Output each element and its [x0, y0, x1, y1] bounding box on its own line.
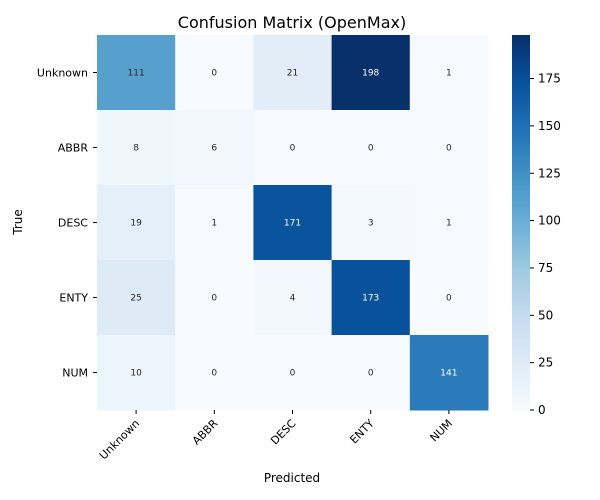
cell-value-label: 198	[362, 69, 379, 79]
y-tick-labels: Unknown ABBR DESC ENTY NUM	[37, 67, 97, 380]
heatmap-cell	[409, 110, 489, 186]
chart-title: Confusion Matrix (OpenMax)	[178, 13, 406, 32]
colorbar-tick-label: 75	[538, 261, 553, 275]
colorbar-bar	[512, 35, 530, 410]
heatmap-cell	[97, 260, 176, 336]
colorbar-tick-label: 100	[538, 214, 561, 228]
heatmap-cell	[331, 185, 411, 261]
heatmap-cell	[253, 260, 333, 336]
heatmap-cell	[331, 260, 411, 336]
y-tick-label: NUM	[62, 367, 88, 380]
colorbar-tick-label: 0	[538, 403, 546, 417]
heatmap-cell	[97, 335, 176, 411]
cell-value-label: 1	[446, 69, 452, 79]
cell-value-label: 4	[290, 294, 296, 304]
cell-value-label: 19	[130, 219, 142, 229]
heatmap-cell	[253, 335, 333, 411]
heatmap-cell	[253, 185, 333, 261]
cell-value-label: 6	[211, 144, 217, 154]
heatmap-cell	[331, 35, 411, 111]
heatmap-cell	[409, 185, 489, 261]
heatmap-cell	[331, 335, 411, 411]
heatmap-cell	[409, 335, 489, 411]
y-tick-label: ABBR	[58, 142, 89, 155]
heatmap-cell	[97, 110, 176, 186]
x-axis-label: Predicted	[264, 471, 320, 485]
x-tick-labels: Unknown ABBR DESC ENTY NUM	[97, 410, 455, 462]
y-tick-label: Unknown	[37, 67, 88, 80]
colorbar-tick-label: 175	[538, 72, 561, 86]
cell-value-label: 0	[290, 369, 296, 379]
x-tick-label: ENTY	[347, 417, 377, 447]
x-tick-label: Unknown	[97, 417, 142, 462]
y-tick-label: DESC	[58, 217, 88, 230]
x-tick-label: NUM	[428, 417, 455, 444]
cell-value-label: 25	[130, 294, 141, 304]
cell-value-label: 21	[287, 69, 298, 79]
cell-value-label: 1	[446, 219, 452, 229]
y-axis-label: True	[11, 209, 25, 236]
cell-value-label: 111	[128, 69, 145, 79]
heatmap-cell	[253, 35, 333, 111]
cell-value-label: 0	[368, 144, 374, 154]
heatmap-cell	[175, 35, 254, 111]
cell-value-label: 0	[211, 369, 217, 379]
colorbar: 0 25 50 75 100 125 150 175	[512, 35, 561, 417]
heatmap-cells: 111 0 21 198 1 8 6 0 0 0 19 1 171 3 1 25 0 4 173 0 10 0 0 0 141	[97, 35, 489, 411]
cell-value-label: 0	[446, 294, 452, 304]
cell-value-label: 3	[368, 219, 374, 229]
cell-value-label: 171	[284, 219, 301, 229]
x-tick-label: ABBR	[190, 417, 221, 448]
y-tick-label: ENTY	[59, 292, 88, 305]
cell-value-label: 0	[368, 369, 374, 379]
cell-value-label: 173	[362, 294, 379, 304]
cell-value-label: 8	[133, 144, 139, 154]
heatmap-cell	[175, 260, 254, 336]
colorbar-tick-label: 50	[538, 308, 553, 322]
heatmap-cell	[97, 35, 176, 111]
heatmap-cell	[175, 335, 254, 411]
heatmap-cell	[175, 110, 254, 186]
cell-value-label: 10	[130, 369, 142, 379]
cell-value-label: 0	[446, 144, 452, 154]
heatmap-cell	[175, 185, 254, 261]
colorbar-tick-label: 125	[538, 166, 561, 180]
cell-value-label: 0	[290, 144, 296, 154]
cell-value-label: 0	[211, 294, 217, 304]
heatmap-cell	[97, 185, 176, 261]
heatmap-cell	[253, 110, 333, 186]
colorbar-tick-label: 25	[538, 356, 553, 370]
colorbar-tick-label: 150	[538, 119, 561, 133]
heatmap-cell	[331, 110, 411, 186]
heatmap-cell	[409, 35, 489, 111]
cell-value-label: 1	[211, 219, 217, 229]
x-tick-label: DESC	[268, 417, 299, 448]
heatmap-cell	[409, 260, 489, 336]
cell-value-label: 141	[440, 369, 457, 379]
cell-value-label: 0	[211, 69, 217, 79]
